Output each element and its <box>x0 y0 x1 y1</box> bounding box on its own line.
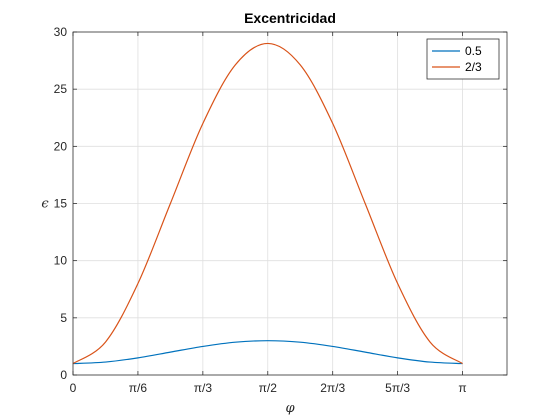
y-tick-label: 25 <box>54 82 68 96</box>
legend-label: 0.5 <box>465 44 482 58</box>
legend-box <box>426 38 500 80</box>
x-tick-label: π/6 <box>129 381 148 395</box>
x-tick-label: 2π/3 <box>320 381 345 395</box>
y-tick-label: 30 <box>54 25 68 39</box>
x-tick-label: π <box>458 381 466 395</box>
x-tick-label: 0 <box>70 381 77 395</box>
y-tick-label: 15 <box>54 197 68 211</box>
legend: 0.52/3 <box>426 38 500 80</box>
x-axis-label: φ <box>285 401 295 416</box>
y-axis-label: ϵ <box>41 197 49 212</box>
series-layer <box>72 42 463 365</box>
y-tick-label: 20 <box>54 139 68 153</box>
x-tick-label: π/2 <box>259 381 278 395</box>
y-tick-label: 0 <box>60 368 67 382</box>
ticks: 0 π/6 π/3 π/2 2π/3 5π/3 π 0 5 10 15 20 25 30 <box>54 25 507 395</box>
series-line-2 <box>72 42 463 365</box>
series-line-1 <box>72 340 463 365</box>
chart-title: Excentricidad <box>244 10 336 26</box>
x-tick-label: 5π/3 <box>385 381 410 395</box>
y-tick-label: 10 <box>54 254 68 268</box>
legend-label: 2/3 <box>465 60 482 74</box>
y-tick-label: 5 <box>60 311 67 325</box>
x-tick-label: π/3 <box>194 381 213 395</box>
